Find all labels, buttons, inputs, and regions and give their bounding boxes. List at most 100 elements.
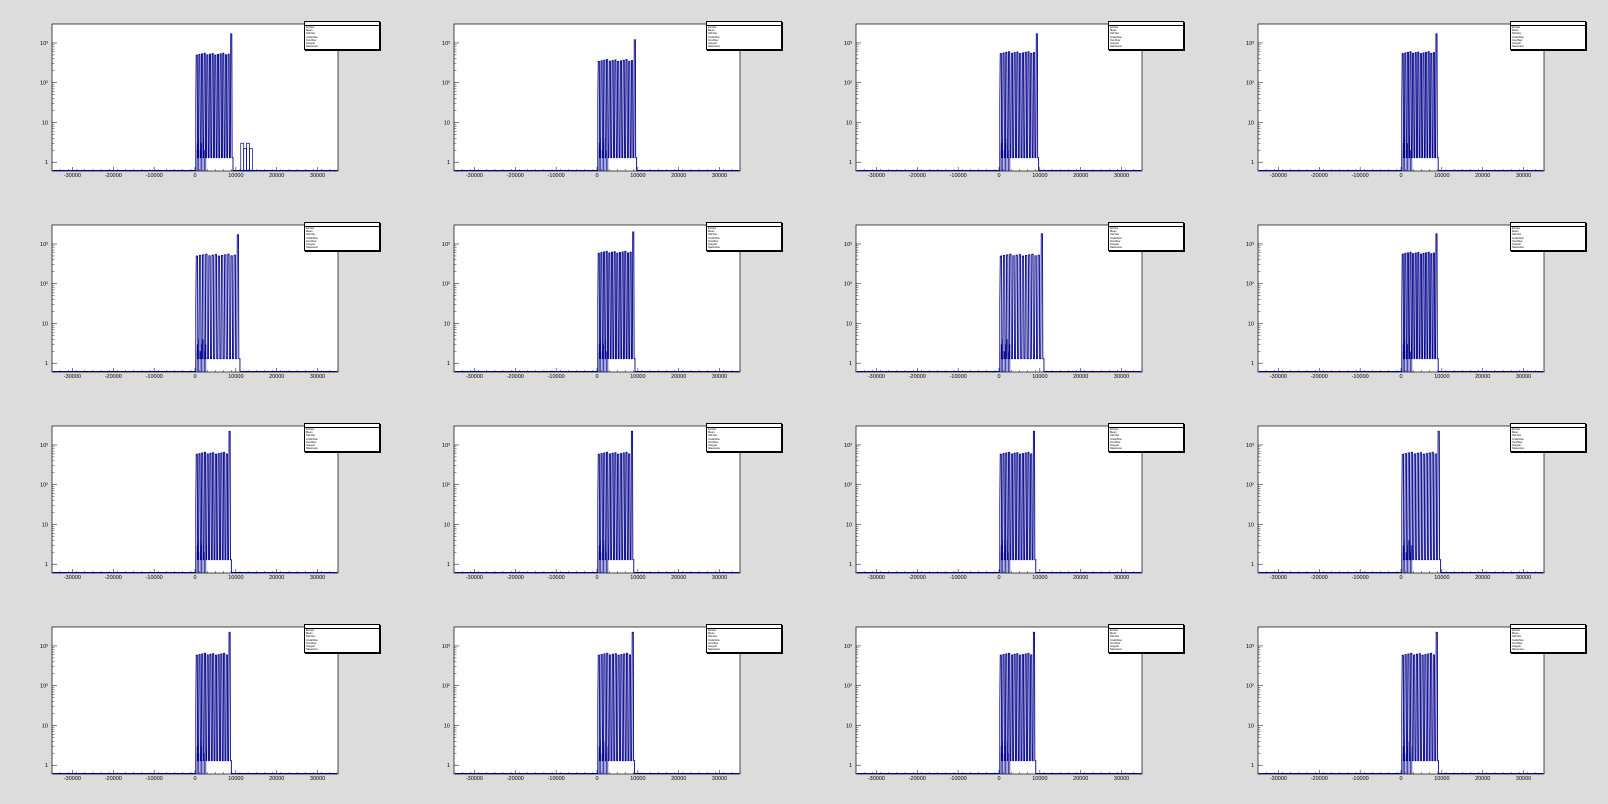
x-tick-label: -10000: [548, 776, 565, 782]
x-tick-label: 0: [1399, 776, 1402, 782]
x-tick-label: 20000: [671, 374, 686, 380]
histogram-panel: -30000 -20000 -10000 0 10000 20000 30000 1 10 10²…: [0, 603, 402, 804]
stats-label: Integral: [306, 243, 315, 247]
stats-label: Entries: [708, 26, 717, 29]
stats-label: Entries: [1110, 629, 1119, 632]
stats-box: Entries Mean Std Dev Underflow Overflow Integ…: [1108, 21, 1184, 50]
x-tick-label: 30000: [310, 776, 325, 782]
y-tick-label: 10²: [1246, 81, 1254, 87]
x-tick-label: 10000: [630, 575, 645, 581]
x-tick-label: 0: [595, 575, 598, 581]
stats-row: Entries: [1109, 26, 1183, 29]
stats-box-header: [1511, 625, 1585, 629]
plot-frame: [453, 425, 741, 574]
stats-label: Integral: [1512, 444, 1521, 448]
stats-row: Integral: [707, 243, 781, 246]
y-tick-label: 1: [45, 763, 48, 769]
x-tick-label: -20000: [909, 374, 926, 380]
stats-row: Skewness: [1511, 447, 1585, 450]
histogram-line: [455, 631, 739, 774]
y-tick-label: 10: [846, 723, 852, 729]
x-tick-label: -20000: [507, 173, 524, 179]
x-tick-label: 30000: [1516, 776, 1531, 782]
x-tick-label: -10000: [950, 575, 967, 581]
histogram-plot: -30000 -20000 -10000 0 10000 20000 30000 1 10 10²…: [1246, 425, 1545, 581]
x-tick-label: -20000: [909, 173, 926, 179]
stats-row: Mean: [305, 230, 379, 233]
stats-label: Entries: [708, 428, 717, 431]
stats-box: Entries Mean Std Dev Underflow Overflow Integ…: [1510, 222, 1586, 251]
stats-row: Overflow: [305, 240, 379, 243]
stats-row: Entries: [707, 227, 781, 230]
x-tick-label: -20000: [909, 575, 926, 581]
stats-row: Mean: [1511, 431, 1585, 434]
stats-box-header: [707, 424, 781, 428]
stats-label: Entries: [1110, 227, 1119, 230]
x-tick-label: 30000: [712, 575, 727, 581]
stats-label: Mean: [1512, 431, 1519, 435]
histogram-line: [53, 430, 337, 573]
stats-label: Std Dev: [1110, 635, 1120, 639]
x-tick-label: 20000: [1475, 374, 1490, 380]
stats-label: Integral: [306, 444, 315, 448]
y-tick-label: 10²: [40, 684, 48, 690]
stats-label: Overflow: [1110, 641, 1121, 645]
stats-row: Skewness: [707, 447, 781, 450]
plot-frame: [1257, 224, 1545, 373]
stats-label: Overflow: [708, 641, 719, 645]
x-tick-label: 0: [595, 776, 598, 782]
stats-row: Std Dev: [1511, 635, 1585, 638]
histogram-line: [53, 234, 337, 372]
x-tick-label: -10000: [548, 374, 565, 380]
histogram-plot: -30000 -20000 -10000 0 10000 20000 30000 1 10 10²…: [40, 224, 339, 380]
x-tick-label: 30000: [1516, 575, 1531, 581]
stats-label: Entries: [1512, 428, 1521, 431]
stats-label: Mean: [1110, 230, 1117, 234]
stats-label: Underflow: [708, 437, 720, 441]
x-tick-label: -10000: [146, 575, 163, 581]
histogram-line: [1259, 631, 1543, 774]
x-tick-label: 10000: [630, 374, 645, 380]
stats-box-header: [1109, 424, 1183, 428]
y-tick-label: 10³: [844, 41, 852, 47]
y-tick-label: 1: [447, 562, 450, 568]
y-tick-label: 10²: [40, 282, 48, 288]
x-tick-label: -30000: [64, 575, 81, 581]
x-tick-label: 30000: [1114, 173, 1129, 179]
y-tick-label: 10²: [442, 81, 450, 87]
stats-label: Entries: [306, 227, 315, 230]
x-tick-label: 30000: [1114, 374, 1129, 380]
x-tick-label: 30000: [1114, 776, 1129, 782]
y-tick-label: 1: [1251, 160, 1254, 166]
x-tick-label: 0: [1399, 173, 1402, 179]
stats-box: Entries Mean Std Dev Underflow Overflow Integ…: [1108, 624, 1184, 653]
x-tick-label: 30000: [712, 374, 727, 380]
stats-row: Integral: [707, 444, 781, 447]
stats-label: Mean: [1110, 431, 1117, 435]
x-tick-label: 0: [193, 173, 196, 179]
x-tick-label: 20000: [269, 575, 284, 581]
stats-box-header: [707, 223, 781, 227]
stats-label: Std Dev: [708, 233, 718, 237]
histogram-line: [1259, 233, 1543, 372]
stats-row: Underflow: [707, 438, 781, 441]
x-tick-label: 0: [997, 173, 1000, 179]
stats-row: Entries: [305, 26, 379, 29]
x-tick-label: -20000: [105, 374, 122, 380]
x-tick-label: 30000: [310, 374, 325, 380]
x-tick-label: -30000: [64, 173, 81, 179]
stats-label: Skewness: [306, 648, 318, 652]
stats-label: Skewness: [1110, 447, 1122, 451]
x-tick-label: -10000: [950, 173, 967, 179]
x-tick-label: 10000: [1434, 374, 1449, 380]
stats-label: Integral: [306, 42, 315, 46]
x-tick-label: 0: [997, 374, 1000, 380]
x-tick-label: 0: [193, 776, 196, 782]
y-tick-label: 10²: [844, 81, 852, 87]
y-tick-label: 10: [846, 321, 852, 327]
x-tick-label: -20000: [105, 173, 122, 179]
x-tick-label: 0: [193, 374, 196, 380]
y-tick-label: 10³: [442, 443, 450, 449]
stats-row: Overflow: [707, 39, 781, 42]
plot-frame: [855, 224, 1143, 373]
